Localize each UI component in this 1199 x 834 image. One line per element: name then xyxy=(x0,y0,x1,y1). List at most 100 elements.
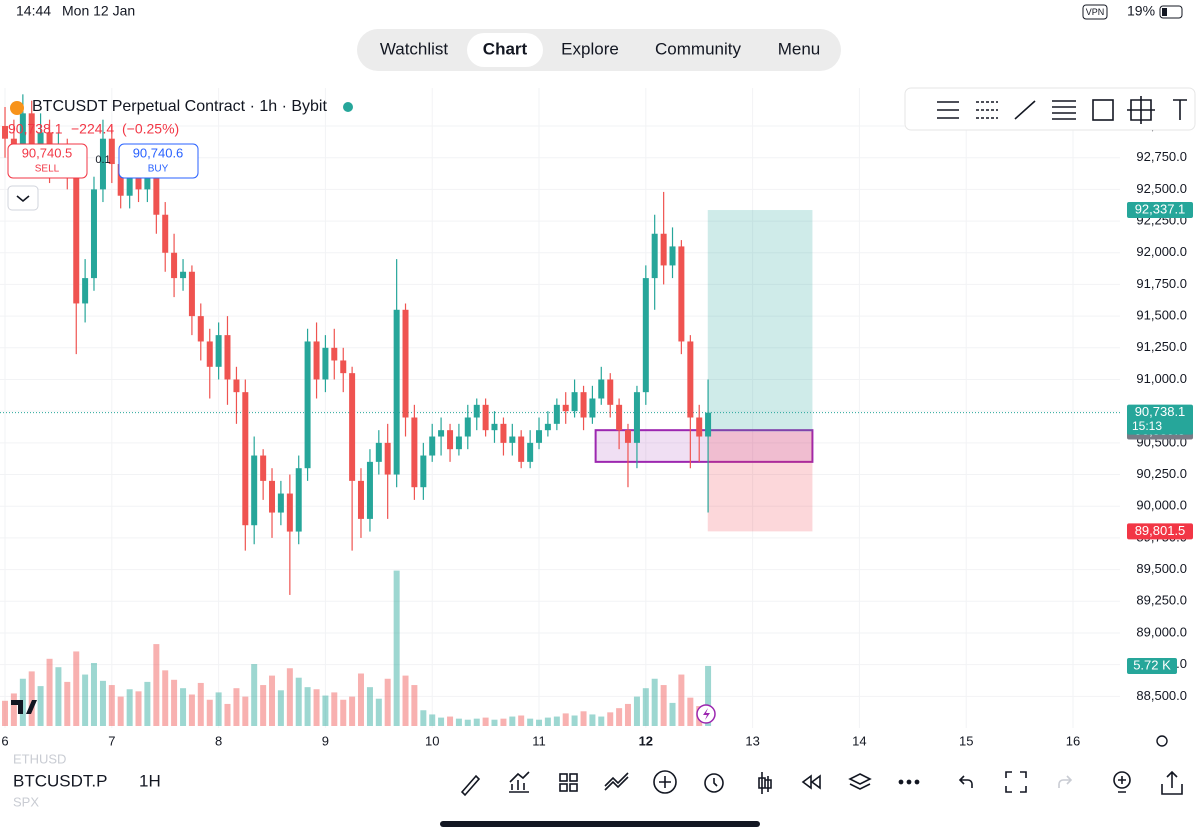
tab[interactable]: Watchlist xyxy=(380,39,449,58)
undo-icon[interactable] xyxy=(958,775,973,788)
layout-icon[interactable] xyxy=(569,773,578,782)
candle-body xyxy=(340,360,347,374)
price-countdown: 15:13 xyxy=(1132,419,1162,433)
volume-bar xyxy=(491,719,498,726)
volume-bar xyxy=(37,686,44,726)
compare-icon[interactable] xyxy=(604,772,629,791)
layout-icon[interactable] xyxy=(559,783,568,792)
volume-pane xyxy=(2,570,712,726)
candle-body xyxy=(37,132,44,146)
volume-bar xyxy=(509,716,516,726)
volume-bar xyxy=(73,651,80,726)
candle-body xyxy=(331,347,338,361)
tool-icon[interactable] xyxy=(1173,99,1187,120)
ideas-icon[interactable] xyxy=(1113,771,1131,789)
symbol-title[interactable]: BTCUSDT Perpetual Contract · 1h · Bybit xyxy=(32,98,327,115)
tab[interactable]: Menu xyxy=(778,39,821,58)
volume-bar xyxy=(224,703,231,726)
volume-bar xyxy=(322,695,329,726)
layers-icon[interactable] xyxy=(848,773,872,790)
candle-body xyxy=(2,126,9,139)
candle-body xyxy=(660,233,667,266)
tool-icon[interactable] xyxy=(937,101,959,119)
y-tick-label: 91,250.0 xyxy=(1136,339,1187,354)
candle-body xyxy=(349,373,356,481)
status-battery: 19% xyxy=(1127,3,1155,19)
bottom-symbol[interactable]: BTCUSDT.P xyxy=(13,771,107,790)
layout-icon[interactable] xyxy=(569,783,578,792)
candle-body xyxy=(366,461,373,519)
volume-bar xyxy=(687,697,694,726)
last-price: 90,738.1 xyxy=(8,121,63,137)
volume-bar xyxy=(46,658,53,726)
y-tick-label: 91,750.0 xyxy=(1136,276,1187,291)
candle-body xyxy=(277,493,284,513)
candle-body xyxy=(509,436,516,443)
x-tick-label: 12 xyxy=(639,733,653,748)
candle-type-icon[interactable] xyxy=(758,772,772,794)
indicators-icon[interactable] xyxy=(509,771,530,793)
alert-icon[interactable] xyxy=(704,773,724,793)
tool-icon[interactable] xyxy=(1052,100,1076,120)
candle-body xyxy=(224,335,231,380)
candle-body xyxy=(705,412,712,437)
candle-body xyxy=(571,392,578,412)
y-tick-label: 89,000.0 xyxy=(1136,624,1187,639)
tab[interactable]: Community xyxy=(655,39,741,58)
volume-tag-label: 5.72 K xyxy=(1133,657,1171,672)
more-icon[interactable] xyxy=(898,779,904,785)
y-tick-label: 91,000.0 xyxy=(1136,371,1187,386)
share-icon[interactable] xyxy=(1161,770,1183,795)
buy-label: BUY xyxy=(148,164,169,175)
x-tick-label: 15 xyxy=(959,733,973,748)
volume-bar xyxy=(215,692,222,726)
buy-button[interactable] xyxy=(118,143,199,179)
price-tag-label: 90,738.1 xyxy=(1135,404,1186,419)
add-icon[interactable] xyxy=(653,770,677,794)
collapse-button[interactable] xyxy=(7,185,39,211)
settings-icon[interactable] xyxy=(1156,735,1168,747)
order-qty[interactable]: 0.1 xyxy=(95,154,110,166)
candle-body xyxy=(73,170,80,304)
replay-icon[interactable] xyxy=(801,774,821,790)
candle-body xyxy=(162,214,169,253)
candle-body xyxy=(607,379,614,405)
y-tick-label: 92,000.0 xyxy=(1136,244,1187,259)
sell-button[interactable] xyxy=(7,143,88,179)
tab[interactable]: Chart xyxy=(483,39,528,58)
tool-icon[interactable] xyxy=(1127,96,1155,124)
x-tick-label: 10 xyxy=(425,733,439,748)
tool-icon[interactable] xyxy=(976,101,998,119)
candle-body xyxy=(233,379,240,393)
x-tick-label: 11 xyxy=(532,733,546,748)
tool-icon[interactable] xyxy=(1092,99,1114,121)
bottom-interval[interactable]: 1H xyxy=(139,771,161,790)
volume-bar xyxy=(82,674,89,726)
volume-bar xyxy=(447,716,454,726)
draw-icon[interactable] xyxy=(460,774,481,797)
grid xyxy=(0,88,1120,728)
price-tag xyxy=(1127,523,1193,540)
fullscreen-icon[interactable] xyxy=(1005,771,1027,793)
volume-bar xyxy=(197,682,204,726)
volume-bar xyxy=(589,714,596,726)
volume-bar xyxy=(206,699,213,726)
candle-body xyxy=(402,309,409,418)
layout-icon[interactable] xyxy=(559,773,568,782)
volume-bar xyxy=(304,687,311,726)
volume-bar xyxy=(607,712,614,726)
y-tick-label: 89,250.0 xyxy=(1136,593,1187,608)
volume-bar xyxy=(2,700,9,726)
candle-body xyxy=(197,316,204,342)
redo-icon[interactable] xyxy=(1058,775,1073,788)
volume-bar xyxy=(233,688,240,726)
tab[interactable]: Explore xyxy=(561,39,619,58)
tool-icon[interactable] xyxy=(1014,100,1036,120)
candle-body xyxy=(19,113,26,158)
candle-body xyxy=(126,176,133,196)
volume-bar xyxy=(624,703,631,726)
candle-body xyxy=(518,436,525,462)
candle-body xyxy=(553,404,560,424)
volume-bar xyxy=(188,694,195,726)
volume-bar xyxy=(331,692,338,726)
